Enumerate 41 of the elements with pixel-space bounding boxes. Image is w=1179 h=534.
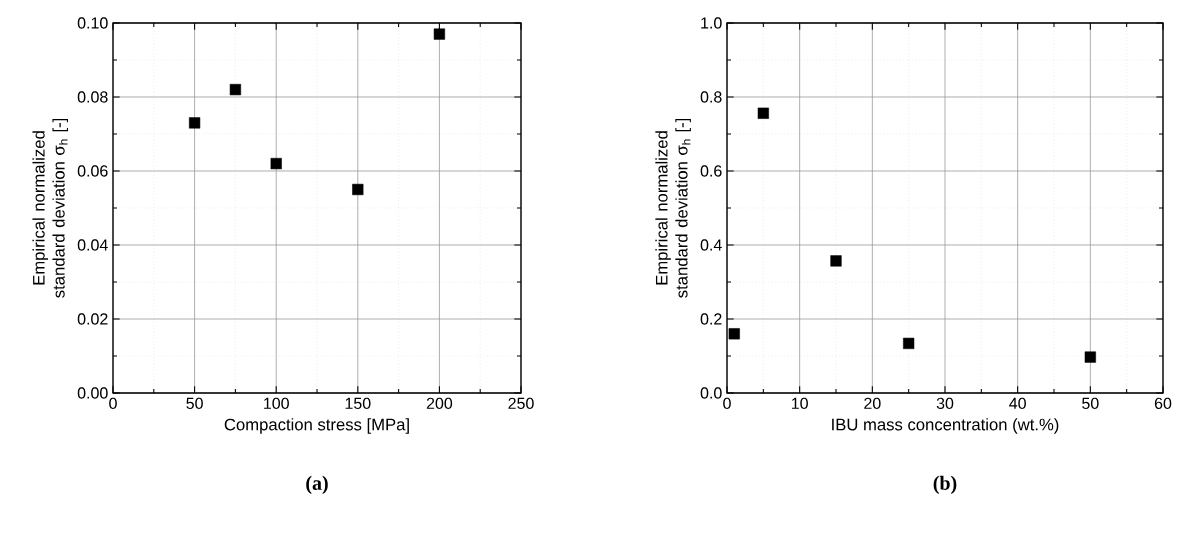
y-tick-label: 0.00 — [77, 387, 108, 399]
y-tick-label: 0.10 — [77, 17, 108, 29]
x-tick-label: 60 — [1154, 397, 1172, 410]
point — [189, 117, 201, 129]
x-tick-label: 20 — [864, 397, 881, 410]
x-tick-label: 0 — [723, 397, 731, 410]
x-tick-label: 200 — [426, 397, 453, 410]
point — [352, 183, 364, 196]
x-tick-label: 250 — [508, 397, 534, 410]
y-tick-label: 0.0 — [700, 387, 722, 399]
point — [728, 328, 740, 340]
y-tick-label: 0.08 — [77, 91, 108, 103]
y-axis-title: Empirical normalized standard deviation σ$_{h}$ [-] — [655, 118, 691, 298]
x-tick-label: 50 — [1082, 397, 1099, 410]
y-tick-label: 0.6 — [700, 165, 722, 177]
point — [1084, 351, 1096, 363]
x-tick-label: 30 — [936, 397, 954, 410]
y-tick-label: 0.4 — [700, 239, 722, 251]
text: (a) — [306, 475, 328, 494]
y-tick-label: 0.8 — [700, 91, 722, 103]
y-tick-label: 0.06 — [77, 165, 108, 177]
x-axis-title: Compaction stress [MPa] — [224, 418, 409, 434]
y-axis-title: Empirical normalized standard deviation σ$_{h}$ [-] — [32, 118, 68, 298]
x-axis-title: IBU mass concentration (wt.%) — [832, 418, 1059, 434]
y-tick-label: 0.04 — [77, 239, 108, 251]
x-tick-label: 0 — [109, 397, 117, 410]
point — [229, 83, 242, 96]
x-tick-label: 150 — [345, 397, 371, 410]
x-tick-label: 50 — [186, 397, 203, 410]
y-tick-label: 1.0 — [701, 17, 722, 29]
point — [830, 255, 842, 267]
point — [757, 107, 769, 119]
x-tick-label: 40 — [1009, 397, 1026, 410]
x-tick-label: 100 — [264, 397, 289, 410]
point — [433, 28, 446, 40]
point — [903, 337, 915, 350]
x-tick-label: 10 — [791, 397, 808, 410]
text: (b) — [933, 475, 957, 494]
point — [270, 157, 282, 170]
y-tick-label: 0.02 — [77, 313, 108, 325]
y-tick-label: 0.2 — [700, 313, 722, 325]
